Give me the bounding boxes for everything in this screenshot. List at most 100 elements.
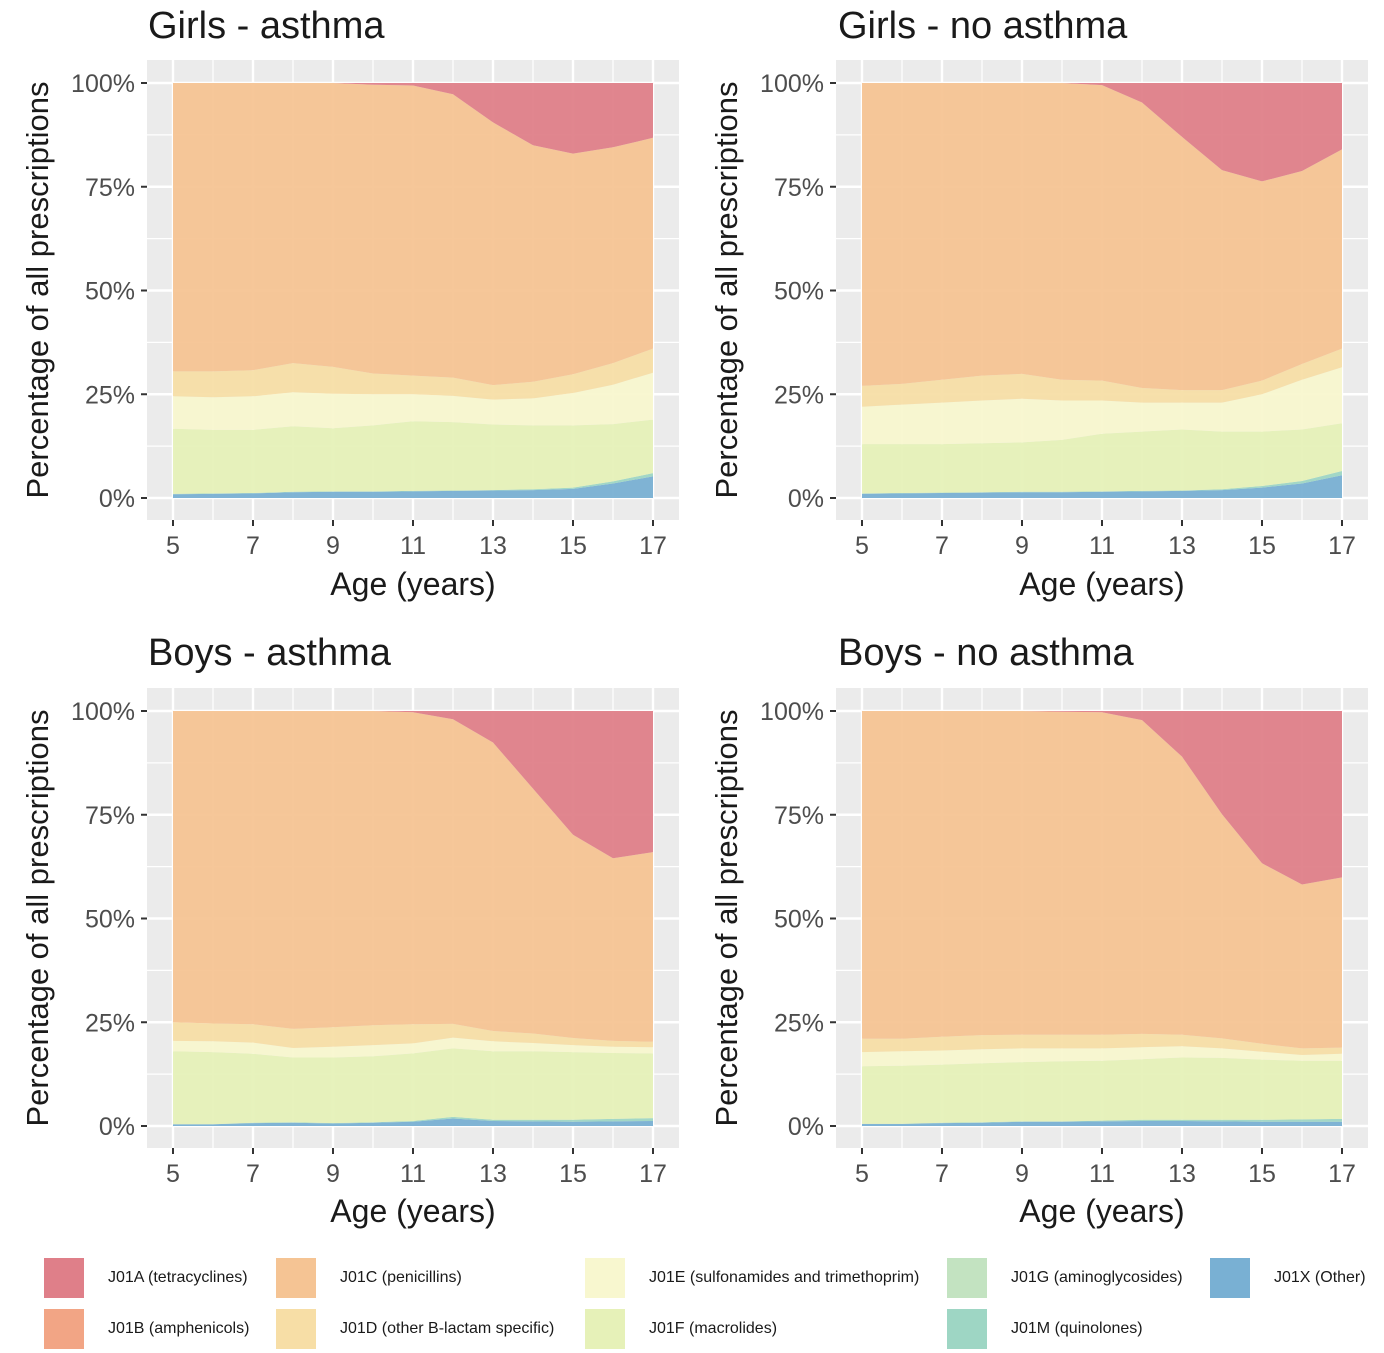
x-axis: 5 7 9 11 13 15 17	[855, 520, 1356, 560]
y-axis: 0% 25% 50% 75% 100%	[760, 698, 836, 1141]
area-series-j01x	[862, 475, 1342, 498]
x-tick-label: 13	[1168, 1160, 1196, 1188]
x-axis: 5 7 9 11 13 15 17	[855, 1148, 1356, 1188]
area-series-j01e	[862, 367, 1342, 445]
area-series-j01a	[173, 83, 653, 154]
legend-item-j01b: J01B (amphenicols)	[42, 1305, 249, 1353]
y-tick-label: 75%	[774, 802, 824, 830]
area-series-j01x	[173, 1118, 653, 1126]
panel-title: Girls - no asthma	[838, 5, 1128, 47]
legend-label-j01e: J01E (sulfonamides and trimethoprim)	[649, 1269, 920, 1286]
y-tick-label: 50%	[774, 906, 824, 934]
area-series-j01m	[862, 1118, 1342, 1124]
y-tick-label: 25%	[774, 381, 824, 409]
area-series-j01a	[862, 711, 1342, 885]
y-tick-label: 100%	[760, 698, 824, 726]
stacked-areas	[862, 711, 1342, 1126]
x-tick-label: 13	[1168, 532, 1196, 560]
y-tick-label: 75%	[774, 174, 824, 202]
legend-label-j01f: J01F (macrolides)	[649, 1320, 778, 1337]
legend-swatch-j01d	[274, 1307, 318, 1351]
area-series-j01f	[862, 423, 1342, 494]
area-series-j01c	[173, 711, 653, 1042]
y-tick-label: 100%	[71, 698, 135, 726]
y-axis-label: Percentage of all prescriptions	[709, 709, 744, 1126]
x-tick-label: 7	[246, 1160, 260, 1188]
y-tick-label: 75%	[85, 174, 135, 202]
y-tick-label: 100%	[71, 70, 135, 98]
chart-panel-girls-no-asthma: 0% 25% 50% 75% 100% 5 7 9 11 13 15 17 Age (years) Per…	[709, 5, 1368, 602]
x-tick-label: 5	[855, 1160, 869, 1188]
area-series-j01x	[862, 1121, 1342, 1126]
area-series-j01d	[862, 348, 1342, 407]
x-tick-label: 13	[479, 532, 507, 560]
area-series-j01e	[173, 1037, 653, 1058]
legend-item-j01e: J01E (sulfonamides and trimethoprim)	[583, 1254, 919, 1302]
legend-swatch-j01x	[1208, 1256, 1252, 1300]
chart-panel-boys-no-asthma: 0% 25% 50% 75% 100% 5 7 9 11 13 15 17 Age (years) Per…	[709, 632, 1368, 1229]
legend-item-j01x: J01X (Other)	[1208, 1254, 1366, 1302]
x-axis: 5 7 9 11 13 15 17	[166, 520, 667, 560]
stacked-areas	[862, 83, 1342, 498]
panel-title: Girls - asthma	[148, 5, 385, 47]
x-tick-label: 17	[1328, 532, 1356, 560]
y-axis-label: Percentage of all prescriptions	[20, 81, 55, 498]
legend-swatch-j01m	[945, 1307, 989, 1351]
area-series-j01a	[173, 711, 653, 859]
legend-swatch-j01f	[583, 1307, 627, 1351]
x-axis-label: Age (years)	[330, 566, 495, 602]
y-axis: 0% 25% 50% 75% 100%	[71, 698, 147, 1141]
area-series-j01d	[173, 348, 653, 400]
x-tick-label: 9	[326, 1160, 340, 1188]
y-axis-label: Percentage of all prescriptions	[20, 709, 55, 1126]
x-tick-label: 9	[1015, 1160, 1029, 1188]
x-tick-label: 11	[1089, 1160, 1115, 1188]
legend-item-j01f: J01F (macrolides)	[583, 1305, 777, 1353]
area-series-j01f	[173, 1048, 653, 1125]
chart-panel-boys-asthma: 0% 25% 50% 75% 100% 5 7 9 11 13 15 17 Age (years) Per…	[20, 632, 679, 1229]
x-axis: 5 7 9 11 13 15 17	[166, 1148, 667, 1188]
x-tick-label: 11	[400, 532, 426, 560]
panel-title: Boys - no asthma	[838, 632, 1135, 674]
x-axis-label: Age (years)	[1019, 566, 1184, 602]
area-series-j01x	[173, 476, 653, 498]
x-tick-label: 15	[1248, 532, 1276, 560]
legend-label-j01m: J01M (quinolones)	[1011, 1320, 1143, 1337]
y-axis-label: Percentage of all prescriptions	[709, 81, 744, 498]
x-axis-label: Age (years)	[1019, 1193, 1184, 1229]
area-series-j01d	[862, 1033, 1342, 1055]
legend-label-j01a: J01A (tetracyclines)	[108, 1269, 248, 1286]
legend-item-j01g: J01G (aminoglycosides)	[945, 1254, 1183, 1302]
legend-swatch-j01a	[42, 1256, 86, 1300]
legend-label-j01d: J01D (other B-lactam specific)	[340, 1320, 555, 1337]
y-axis: 0% 25% 50% 75% 100%	[71, 70, 147, 513]
legend-item-j01m: J01M (quinolones)	[945, 1305, 1143, 1353]
panel-title: Boys - asthma	[148, 632, 392, 674]
legend-swatch-j01g	[945, 1256, 989, 1300]
x-tick-label: 17	[639, 532, 667, 560]
y-axis: 0% 25% 50% 75% 100%	[760, 70, 836, 513]
x-tick-label: 5	[855, 532, 869, 560]
y-tick-label: 0%	[99, 485, 135, 513]
legend: J01A (tetracyclines) J01B (amphenicols) …	[0, 1250, 1384, 1351]
legend-item-j01c: J01C (penicillins)	[274, 1254, 462, 1302]
y-tick-label: 25%	[85, 381, 135, 409]
stacked-areas	[173, 83, 653, 498]
x-tick-label: 9	[326, 532, 340, 560]
y-tick-label: 75%	[85, 802, 135, 830]
chart-panel-girls-asthma: 0% 25% 50% 75% 100% 5 7 9 11 13 15 17 Age (years) Per…	[20, 5, 679, 602]
area-series-j01f	[862, 1057, 1342, 1124]
x-tick-label: 7	[935, 1160, 949, 1188]
x-tick-label: 15	[559, 532, 587, 560]
x-tick-label: 7	[935, 532, 949, 560]
legend-swatch-j01e	[583, 1256, 627, 1300]
y-tick-label: 0%	[99, 1113, 135, 1141]
y-tick-label: 50%	[85, 278, 135, 306]
y-tick-label: 50%	[85, 906, 135, 934]
area-series-j01e	[173, 372, 653, 430]
legend-swatch-j01b	[42, 1307, 86, 1351]
legend-label-j01x: J01X (Other)	[1274, 1269, 1366, 1286]
area-series-j01c	[862, 711, 1342, 1049]
x-tick-label: 5	[166, 532, 180, 560]
area-series-j01m	[173, 1116, 653, 1125]
